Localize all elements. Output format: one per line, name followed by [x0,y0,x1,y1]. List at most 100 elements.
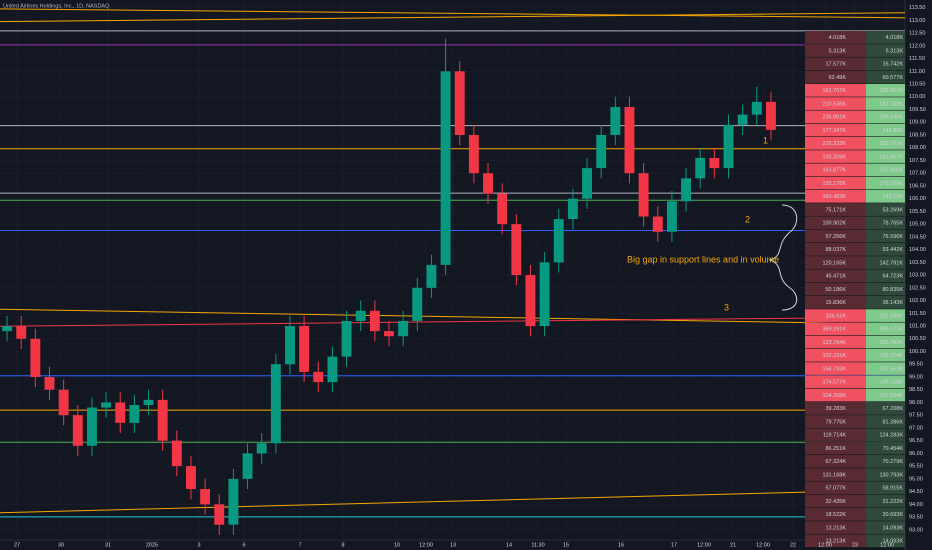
profile-sell-cell [805,534,866,548]
y-tick-label: 100.00 [909,349,926,355]
y-tick-label: 104.50 [909,234,926,240]
profile-sell-cell [805,243,866,256]
y-tick-label: 101.00 [909,323,926,329]
profile-buy-label: 167.563K [879,366,903,372]
candle-body [709,157,720,169]
profile-buy-cell [866,296,905,309]
profile-buy-cell [866,322,905,336]
profile-sell-cell [805,216,866,230]
profile-buy-cell [866,216,905,230]
profile-sell-cell [805,441,866,455]
profile-buy-label: 14.093K [883,525,904,531]
annotation: 2 [745,214,750,224]
profile-sell-cell [805,455,866,468]
profile-sell-label: 235.901K [822,115,846,121]
candle-body [525,275,536,327]
y-tick-label: 111.50 [909,56,925,62]
y-tick-label: 109.50 [909,107,926,113]
y-tick-label: 100.50 [909,336,926,342]
profile-sell-cell [805,349,866,362]
profile-buy-cell [866,163,905,177]
candle-body [426,264,437,288]
x-tick-label: 6 [242,542,245,548]
profile-buy-label: 142.791K [879,260,903,266]
candle-body [369,310,380,332]
y-tick-label: 99.50 [909,362,923,368]
profile-buy-cell [866,521,905,534]
candle-body [765,101,776,130]
y-tick-label: 105.00 [909,222,926,228]
y-tick-label: 103.50 [909,260,926,266]
profile-sell-label: 225.333K [822,141,846,147]
profile-sell-cell [805,150,866,163]
candle-body [553,219,564,263]
x-tick-label: 13 [450,542,456,548]
x-tick-label: 8 [341,542,344,548]
profile-buy-label: 135.307K [879,88,903,94]
y-tick-label: 97.00 [909,425,923,431]
profile-buy-cell [866,110,905,124]
profile-sell-cell [805,137,866,150]
profile-buy-label: 182.703K [879,141,903,147]
candle-body [16,326,27,339]
candle-body [44,376,55,390]
profile-sell-label: 62.49K [829,75,847,81]
profile-sell-cell [805,415,866,428]
profile-buy-cell [866,97,905,110]
y-tick-label: 98.50 [909,387,923,393]
x-tick-label: 27 [14,542,20,548]
profile-sell-label: 67.324K [826,459,847,465]
profile-buy-cell [866,203,905,216]
x-tick-label: 23 [852,542,858,548]
x-tick-label: 17 [671,542,677,548]
profile-buy-label: 130.793K [879,472,903,478]
profile-buy-label: 124.283K [879,433,903,439]
profile-buy-label: 139.158K [879,380,903,386]
profile-sell-cell [805,282,866,296]
profile-buy-label: 175.379K [879,181,903,187]
candle-body [539,262,550,327]
candle-body [200,489,211,505]
profile-buy-label: 131.339K [879,313,903,319]
candle-body [652,216,663,232]
profile-sell-cell [805,84,866,97]
x-tick-label: 31 [105,542,111,548]
candle-body [171,440,182,467]
y-tick-label: 102.00 [909,298,926,304]
x-tick-label: 14 [506,542,512,548]
profile-buy-label: 58.915K [883,486,904,492]
y-tick-label: 108.00 [909,145,926,151]
profile-buy-label: 53.269K [883,207,904,213]
profile-sell-cell [805,375,866,389]
x-tick-label: 15 [563,542,569,548]
candle-body [497,193,508,225]
candle-body [341,320,352,357]
x-tick-label: 2025 [146,542,158,548]
candle-body [2,326,13,332]
profile-sell-cell [805,203,866,216]
chart-title: United Airlines Holdings, Inc., 1D, NASD… [3,3,110,9]
profile-buy-label: 67.208K [883,406,904,412]
profile-buy-cell [866,428,905,442]
profile-buy-cell [866,402,905,415]
trend-line [0,12,906,23]
profile-sell-cell [805,481,866,495]
profile-buy-cell [866,57,905,71]
y-tick-label: 97.50 [909,413,923,419]
candle-body [610,106,621,135]
candle-body [313,371,324,383]
y-tick-label: 111.00 [909,69,925,75]
profile-buy-label: 76.596K [883,234,904,240]
profile-buy-label: 60.577K [883,75,904,81]
profile-buy-cell [866,349,905,362]
x-tick-label: 16 [618,542,624,548]
profile-sell-cell [805,176,866,190]
candle-body [228,478,239,525]
trend-line [0,316,906,327]
profile-sell-label: 4.018K [829,35,847,41]
profile-sell-cell [805,229,866,243]
candle-body [751,101,762,115]
candle-body [483,173,493,194]
profile-sell-label: 106.51K [826,313,847,319]
profile-sell-label: 359.391K [822,327,846,333]
